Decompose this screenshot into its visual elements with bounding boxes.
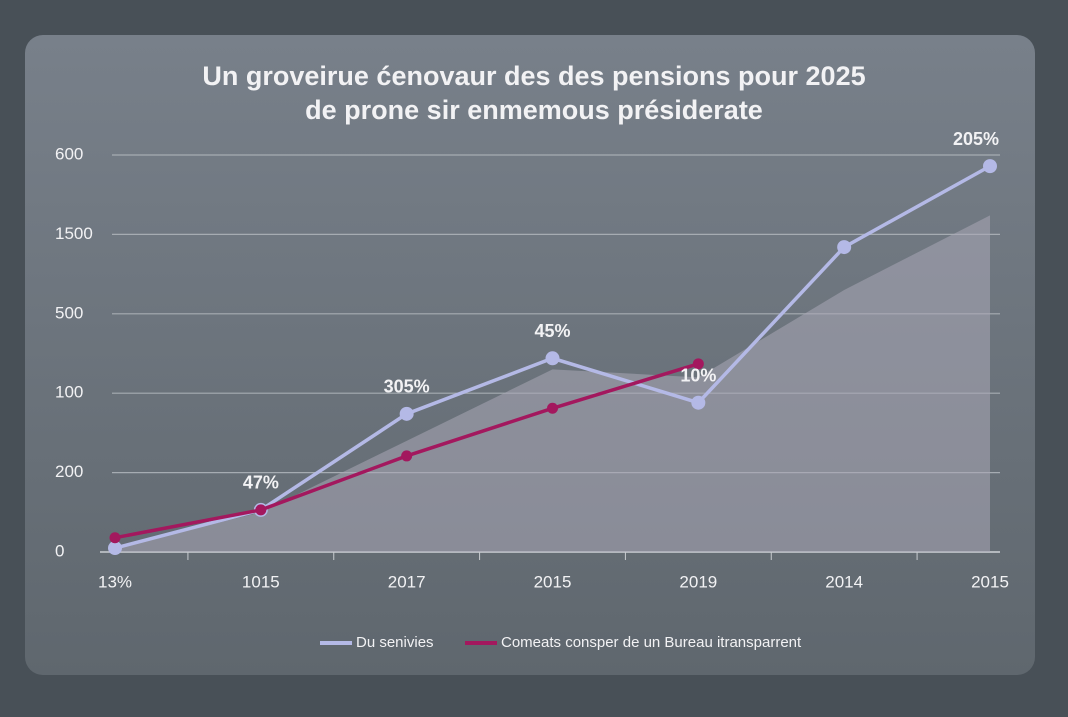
annotation: 205% [953, 129, 999, 149]
point [692, 358, 704, 370]
point [545, 351, 560, 366]
annotation: 305% [384, 377, 430, 397]
x-tick-label: 2019 [679, 572, 717, 591]
point [837, 240, 852, 255]
y-tick-label: 1500 [55, 224, 93, 243]
legend-label: Comeats consper de un Bureau itransparre… [501, 634, 802, 651]
chart-title: Un groveirue ćenovaur des des pensions p… [202, 61, 865, 91]
point [983, 159, 997, 174]
x-tick-label: 13% [98, 572, 132, 591]
annotation: 45% [534, 321, 570, 341]
annotation: 10% [680, 365, 716, 385]
x-tick-label: 2015 [534, 572, 572, 591]
point [399, 406, 414, 421]
y-tick-label: 200 [55, 462, 83, 481]
point [108, 541, 122, 556]
y-tick-label: 0 [55, 541, 64, 560]
y-tick-label: 100 [55, 383, 83, 402]
y-tick-label: 600 [55, 144, 83, 163]
x-tick-label: 1015 [242, 572, 280, 591]
point [691, 395, 706, 410]
y-tick-label: 500 [55, 303, 83, 322]
point [547, 402, 558, 414]
area [115, 215, 990, 552]
x-tick-label: 2017 [388, 572, 426, 591]
x-tick-label: 2014 [825, 572, 863, 591]
x-tick-label: 2015 [971, 572, 1009, 591]
legend-label: Du senivies [356, 634, 434, 651]
point [109, 532, 121, 544]
annotation: 47% [243, 473, 279, 493]
point [255, 504, 267, 516]
point [401, 450, 413, 462]
chart-title: de prone sir enmemous présiderate [305, 95, 763, 125]
